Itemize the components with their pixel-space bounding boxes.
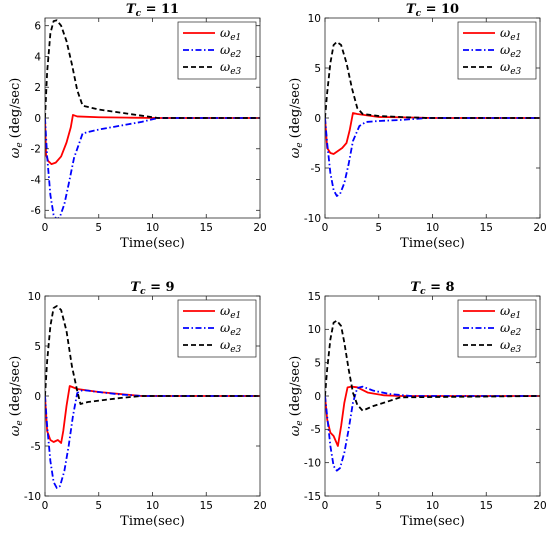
y-tick-label: 5 <box>34 341 41 353</box>
x-tick-label: 0 <box>42 500 49 512</box>
x-tick-label: 20 <box>533 500 546 512</box>
y-tick-label: 5 <box>314 63 321 75</box>
x-tick-label: 15 <box>480 500 493 512</box>
legend-label-e1: ωe1 <box>220 303 241 321</box>
x-axis-label: Time(sec) <box>400 514 465 529</box>
y-tick-label: 0 <box>34 391 41 403</box>
y-axis-label: ωe (deg/sec) <box>288 78 305 159</box>
series-line-e3 <box>45 305 260 405</box>
y-tick-label: 0 <box>314 113 321 125</box>
legend-label-e1: ωe1 <box>220 25 241 43</box>
y-tick-label: -15 <box>304 491 321 503</box>
legend-label-e1: ωe1 <box>500 303 521 321</box>
x-tick-label: 5 <box>375 222 382 234</box>
series-line-e1 <box>325 112 540 155</box>
x-tick-label: 5 <box>95 222 102 234</box>
legend-box <box>457 21 537 80</box>
x-tick-label: 20 <box>253 500 266 512</box>
x-tick-label: 0 <box>322 500 329 512</box>
y-tick-label: -10 <box>24 491 41 503</box>
x-axis-label: Time(sec) <box>120 236 185 251</box>
legend-box <box>177 21 257 80</box>
x-tick-label: 10 <box>426 500 439 512</box>
series-line-e3 <box>325 319 540 412</box>
y-tick-label: 6 <box>34 20 41 32</box>
chart-title: Tc = 11 <box>126 2 179 19</box>
chart-title: Tc = 8 <box>410 280 454 297</box>
chart-title: Tc = 10 <box>406 2 459 19</box>
legend-label-e3: ωe3 <box>220 337 242 355</box>
x-tick-label: 5 <box>95 500 102 512</box>
y-tick-label: 4 <box>34 51 41 63</box>
y-tick-label: 15 <box>308 291 321 303</box>
x-axis-label: Time(sec) <box>120 514 185 529</box>
x-tick-label: 0 <box>322 222 329 234</box>
x-tick-label: 5 <box>375 500 382 512</box>
legend-box <box>457 299 537 358</box>
y-tick-label: -6 <box>31 205 42 217</box>
legend-label-e1: ωe1 <box>500 25 521 43</box>
series-line-e2 <box>325 385 540 472</box>
legend-label-e2: ωe2 <box>500 42 522 60</box>
subplot-2: 0 5 10 15 20 -10 -5 0 5 10 Tc = 10 Time(sec) ωe (deg… <box>288 2 547 251</box>
legend-label-e3: ωe3 <box>500 337 522 355</box>
legend-label-e2: ωe2 <box>220 320 242 338</box>
y-tick-label: 2 <box>34 82 41 94</box>
x-tick-label: 15 <box>200 500 213 512</box>
y-tick-label: 10 <box>28 291 41 303</box>
x-tick-label: 15 <box>480 222 493 234</box>
x-tick-label: 10 <box>146 222 159 234</box>
y-tick-label: -10 <box>304 457 321 469</box>
y-tick-label: -2 <box>31 144 41 156</box>
legend-label-e3: ωe3 <box>220 59 242 77</box>
y-axis-label: ωe (deg/sec) <box>288 356 305 437</box>
y-tick-label: 10 <box>308 324 321 336</box>
series-line-e2 <box>325 117 540 197</box>
y-tick-label: 10 <box>308 13 321 25</box>
series-line-e3 <box>325 41 540 119</box>
y-tick-label: -5 <box>31 441 41 453</box>
subplot-4: 0 5 10 15 20 -15 -10 -5 0 5 10 15 Tc = 8 Time(sec) ωe … <box>288 280 547 529</box>
legend-label-e2: ωe2 <box>220 42 242 60</box>
subplot-3: 0 5 10 15 20 -10 -5 0 5 10 Tc = 9 Time(sec) ωe (deg/… <box>8 280 267 529</box>
chart-title: Tc = 9 <box>130 280 174 297</box>
y-axis-label: ωe (deg/sec) <box>8 78 25 159</box>
y-tick-label: 5 <box>314 357 321 369</box>
x-tick-label: 10 <box>426 222 439 234</box>
x-tick-label: 10 <box>146 500 159 512</box>
legend-label-e3: ωe3 <box>500 59 522 77</box>
series-line-e1 <box>45 114 260 166</box>
y-tick-label: -5 <box>311 163 321 175</box>
series-line-e2 <box>45 389 260 489</box>
x-tick-label: 20 <box>253 222 266 234</box>
y-tick-label: 0 <box>314 391 321 403</box>
legend-box <box>177 299 257 358</box>
x-axis-label: Time(sec) <box>400 236 465 251</box>
series-line-e1 <box>45 385 260 444</box>
x-tick-label: 15 <box>200 222 213 234</box>
x-tick-label: 20 <box>533 222 546 234</box>
y-tick-label: -10 <box>304 213 321 225</box>
y-tick-label: -4 <box>31 174 42 186</box>
series-line-e3 <box>45 19 260 119</box>
series-line-e2 <box>45 117 260 218</box>
y-axis-label: ωe (deg/sec) <box>8 356 25 437</box>
subplot-1: 0 5 10 15 20 -6 -4 -2 0 2 4 6 Tc = 11 Time(sec) ωe (de… <box>8 2 267 251</box>
legend-label-e2: ωe2 <box>500 320 522 338</box>
y-tick-label: 0 <box>34 113 41 125</box>
series-line-e1 <box>325 385 540 447</box>
x-tick-label: 0 <box>42 222 49 234</box>
y-tick-label: -5 <box>311 424 321 436</box>
